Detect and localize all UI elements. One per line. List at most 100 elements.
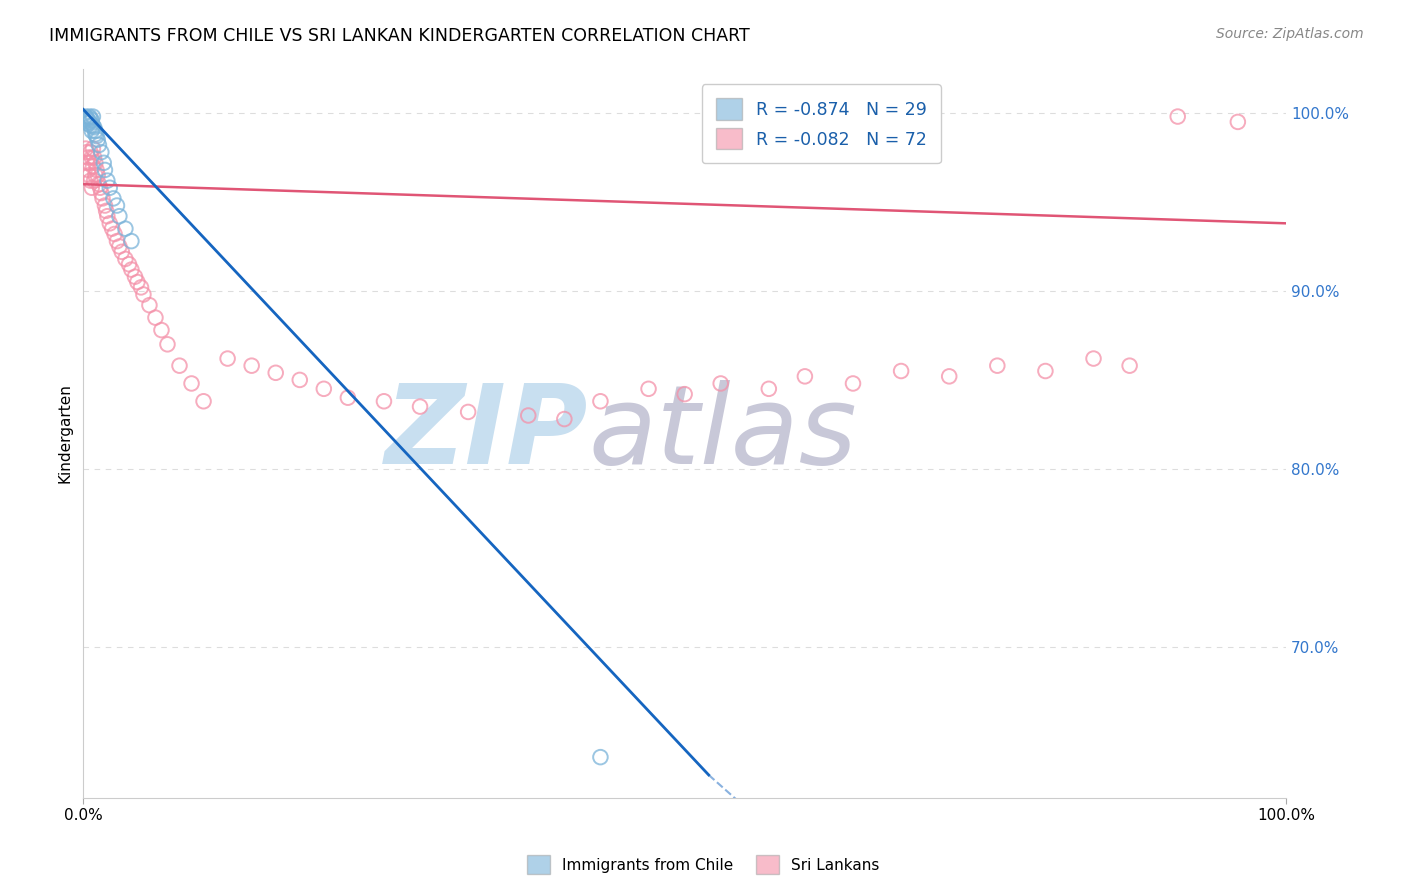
Point [1226, 115, 1249, 129]
Text: atlas: atlas [589, 380, 858, 487]
Point [193, 394, 215, 409]
Point [77, 113, 100, 128]
Point [79, 145, 101, 160]
Point [114, 252, 136, 266]
Point [240, 359, 263, 373]
Point [264, 366, 287, 380]
Point [217, 351, 239, 366]
Point [156, 337, 179, 351]
Point [169, 359, 191, 373]
Point [82, 110, 104, 124]
Point [145, 310, 167, 325]
Point [84, 128, 107, 142]
Point [75, 142, 97, 156]
Point [793, 369, 815, 384]
Y-axis label: Kindergarten: Kindergarten [58, 384, 72, 483]
Point [87, 169, 110, 183]
Point [108, 209, 131, 223]
Point [87, 133, 110, 147]
Point [111, 244, 134, 259]
Point [127, 275, 149, 289]
Point [76, 112, 98, 126]
Point [90, 186, 112, 200]
Point [98, 216, 121, 230]
Point [86, 163, 108, 178]
Point [80, 113, 103, 128]
Point [986, 359, 1008, 373]
Point [77, 151, 100, 165]
Point [589, 394, 612, 409]
Point [79, 110, 101, 124]
Point [83, 120, 105, 135]
Point [96, 173, 118, 187]
Legend: R = -0.874   N = 29, R = -0.082   N = 72: R = -0.874 N = 29, R = -0.082 N = 72 [702, 85, 941, 163]
Point [82, 119, 104, 133]
Point [84, 156, 107, 170]
Point [83, 173, 105, 187]
Point [114, 221, 136, 235]
Point [150, 323, 173, 337]
Point [105, 198, 128, 212]
Point [79, 115, 101, 129]
Point [84, 169, 107, 183]
Point [373, 394, 395, 409]
Point [124, 269, 146, 284]
Point [842, 376, 865, 391]
Point [77, 117, 100, 131]
Point [103, 191, 125, 205]
Point [80, 180, 103, 194]
Point [1083, 351, 1105, 366]
Point [75, 110, 97, 124]
Point [673, 387, 696, 401]
Point [1118, 359, 1140, 373]
Text: ZIP: ZIP [385, 380, 589, 487]
Point [89, 180, 111, 194]
Text: Source: ZipAtlas.com: Source: ZipAtlas.com [1216, 27, 1364, 41]
Point [80, 124, 103, 138]
Point [84, 124, 107, 138]
Point [1035, 364, 1057, 378]
Point [94, 198, 117, 212]
Point [77, 163, 100, 178]
Point [312, 382, 335, 396]
Point [1167, 110, 1189, 124]
Point [93, 156, 115, 170]
Point [76, 145, 98, 160]
Point [79, 119, 101, 133]
Point [87, 138, 110, 153]
Point [553, 412, 575, 426]
Point [288, 373, 311, 387]
Point [79, 112, 101, 126]
Point [118, 257, 141, 271]
Point [80, 151, 103, 165]
Point [457, 405, 479, 419]
Point [890, 364, 912, 378]
Point [87, 177, 110, 191]
Point [79, 156, 101, 170]
Point [94, 163, 117, 178]
Point [105, 234, 128, 248]
Point [94, 203, 117, 218]
Point [101, 221, 124, 235]
Point [96, 209, 118, 223]
Point [82, 142, 104, 156]
Point [120, 234, 142, 248]
Point [76, 156, 98, 170]
Point [132, 287, 155, 301]
Point [103, 227, 125, 241]
Point [589, 750, 612, 764]
Point [82, 160, 104, 174]
Point [710, 376, 733, 391]
Point [938, 369, 960, 384]
Point [79, 169, 101, 183]
Text: IMMIGRANTS FROM CHILE VS SRI LANKAN KINDERGARTEN CORRELATION CHART: IMMIGRANTS FROM CHILE VS SRI LANKAN KIND… [49, 27, 749, 45]
Legend: Immigrants from Chile, Sri Lankans: Immigrants from Chile, Sri Lankans [520, 849, 886, 880]
Point [90, 145, 112, 160]
Point [409, 400, 432, 414]
Point [120, 262, 142, 277]
Point [83, 151, 105, 165]
Point [91, 191, 114, 205]
Point [98, 180, 121, 194]
Point [86, 129, 108, 144]
Point [180, 376, 202, 391]
